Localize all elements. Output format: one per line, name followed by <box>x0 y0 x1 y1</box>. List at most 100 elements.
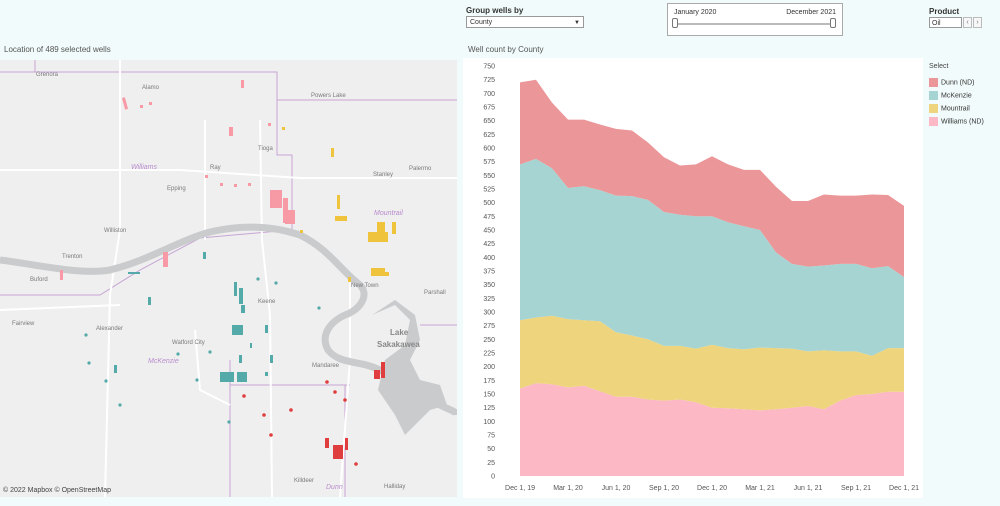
svg-text:Sakakawea: Sakakawea <box>377 340 420 349</box>
y-tick-label: 475 <box>483 214 495 221</box>
svg-text:Powers Lake: Powers Lake <box>311 93 346 99</box>
svg-text:New Town: New Town <box>351 283 379 289</box>
missouri-river <box>0 223 457 435</box>
legend-label: Mountrail <box>941 105 970 113</box>
svg-text:Grenora: Grenora <box>36 72 59 78</box>
chevron-right-icon[interactable]: › <box>973 17 982 28</box>
svg-text:Alamo: Alamo <box>142 85 160 91</box>
y-tick-label: 325 <box>483 296 495 303</box>
y-tick-label: 600 <box>483 146 495 153</box>
y-tick-label: 125 <box>483 405 495 412</box>
date-range-track[interactable] <box>678 23 833 25</box>
x-tick-label: Dec 1, 19 <box>505 485 535 492</box>
y-tick-label: 225 <box>483 351 495 358</box>
group-wells-label: Group wells by <box>466 6 524 15</box>
date-start-handle[interactable] <box>672 18 678 28</box>
y-tick-label: 700 <box>483 91 495 98</box>
x-tick-label: Dec 1, 20 <box>697 485 727 492</box>
svg-text:Williston: Williston <box>104 228 126 234</box>
legend-item[interactable]: Mountrail <box>929 104 970 114</box>
svg-text:Keene: Keene <box>258 299 276 305</box>
y-tick-label: 350 <box>483 282 495 289</box>
svg-text:Killdeer: Killdeer <box>294 478 314 484</box>
x-tick-label: Jun 1, 20 <box>602 485 631 492</box>
x-tick-label: Mar 1, 21 <box>745 485 775 492</box>
svg-text:Dunn: Dunn <box>326 484 343 491</box>
svg-text:Epping: Epping <box>167 186 186 192</box>
y-tick-label: 550 <box>483 173 495 180</box>
svg-text:Williams: Williams <box>131 164 157 171</box>
legend-item[interactable]: McKenzie <box>929 91 972 101</box>
legend-label: McKenzie <box>941 92 972 100</box>
legend-swatch <box>929 117 938 126</box>
mountrail-wells <box>282 127 396 282</box>
x-tick-label: Dec 1, 21 <box>889 485 919 492</box>
map-attribution: © 2022 Mapbox © OpenStreetMap <box>3 487 111 494</box>
williams-wells <box>60 80 295 280</box>
y-tick-label: 500 <box>483 200 495 207</box>
y-tick-label: 75 <box>487 433 495 440</box>
y-tick-label: 725 <box>483 77 495 84</box>
svg-text:Ray: Ray <box>210 165 221 171</box>
area-mountrail[interactable] <box>520 315 904 411</box>
x-tick-label: Mar 1, 20 <box>553 485 583 492</box>
x-axis: Dec 1, 19 Mar 1, 20 Jun 1, 20 Sep 1, 20 Dec … <box>505 485 919 492</box>
svg-text:Lake: Lake <box>390 328 409 337</box>
y-tick-label: 175 <box>483 378 495 385</box>
x-tick-label: Sep 1, 21 <box>841 485 871 492</box>
svg-text:Watford City: Watford City <box>172 340 205 346</box>
date-end-handle[interactable] <box>830 18 836 28</box>
svg-text:Stanley: Stanley <box>373 172 393 178</box>
y-tick-label: 750 <box>483 64 495 71</box>
y-tick-label: 200 <box>483 364 495 371</box>
area-williams-nd[interactable] <box>520 383 904 476</box>
group-wells-value: County <box>470 19 493 26</box>
y-tick-label: 100 <box>483 419 495 426</box>
legend-swatch <box>929 91 938 100</box>
chart-areas <box>520 79 904 476</box>
area-mckenzie[interactable] <box>520 158 904 356</box>
legend-title: Select <box>929 63 949 70</box>
y-tick-label: 250 <box>483 337 495 344</box>
well-count-chart: 0 25 50 75 100 125 150 175 200 225 250 275 300 325 350… <box>463 58 923 498</box>
svg-text:Alexander: Alexander <box>96 326 123 332</box>
chart-title: Well count by County <box>468 45 544 54</box>
y-tick-label: 425 <box>483 241 495 248</box>
group-wells-select[interactable]: County ▼ <box>466 16 584 28</box>
map-title: Location of 489 selected wells <box>4 45 111 54</box>
svg-text:Mandaree: Mandaree <box>312 363 340 369</box>
legend-item[interactable]: Dunn (ND) <box>929 78 974 88</box>
product-label: Product <box>929 7 960 16</box>
y-tick-label: 675 <box>483 105 495 112</box>
svg-text:Trenton: Trenton <box>62 254 82 260</box>
road-network <box>0 60 457 497</box>
svg-text:Buford: Buford <box>30 277 48 283</box>
mckenzie-wells <box>84 252 321 424</box>
dunn-wells <box>242 362 385 466</box>
y-tick-label: 275 <box>483 323 495 330</box>
x-tick-label: Sep 1, 20 <box>649 485 679 492</box>
dropdown-arrow-icon: ▼ <box>574 20 580 26</box>
chevron-left-icon[interactable]: ‹ <box>963 17 972 28</box>
lake-label: Lake Sakakawea <box>377 328 420 349</box>
product-select[interactable]: Oil <box>929 17 962 28</box>
legend-label: Williams (ND) <box>941 118 984 126</box>
county-labels: Williams Mountrail McKenzie Dunn <box>131 164 403 491</box>
y-tick-label: 375 <box>483 269 495 276</box>
y-tick-label: 150 <box>483 392 495 399</box>
y-tick-label: 25 <box>487 460 495 467</box>
y-axis: 0 25 50 75 100 125 150 175 200 225 250 275 300 325 350… <box>483 64 495 481</box>
svg-text:Parshall: Parshall <box>424 290 446 296</box>
y-tick-label: 400 <box>483 255 495 262</box>
y-tick-label: 300 <box>483 310 495 317</box>
y-tick-label: 625 <box>483 132 495 139</box>
legend-item[interactable]: Williams (ND) <box>929 117 984 127</box>
svg-text:Mountrail: Mountrail <box>374 210 403 217</box>
legend-swatch <box>929 104 938 113</box>
y-tick-label: 450 <box>483 228 495 235</box>
area-dunn-nd[interactable] <box>520 79 904 277</box>
well-location-map[interactable]: Grenora Alamo Powers Lake Tioga Ray Eppi… <box>0 60 457 497</box>
date-start-label: January 2020 <box>674 9 717 16</box>
svg-text:Palermo: Palermo <box>409 166 432 172</box>
place-labels: Grenora Alamo Powers Lake Tioga Ray Eppi… <box>12 72 446 490</box>
